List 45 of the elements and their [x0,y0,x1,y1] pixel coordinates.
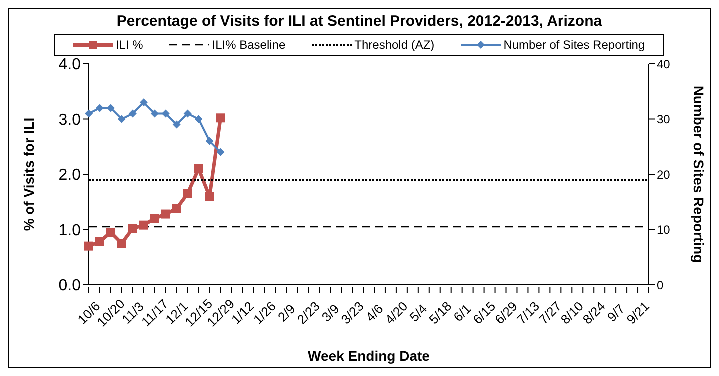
point [206,137,214,146]
point [118,115,126,124]
x-axis-title: Week Ending Date [308,348,430,364]
point [172,120,181,129]
y2-axis-title: Number of Sites Reporting [691,86,708,264]
y2-tick-label: 0 [657,278,664,292]
y-tick-label: 3.0 [58,112,82,129]
point [117,239,126,248]
y-axis-title: % of Visits for ILI [20,118,37,232]
y-tick-label: 1.0 [58,222,82,240]
y2-tick-label: 40 [657,57,671,72]
point [139,220,148,230]
point [216,114,226,123]
legend-label: ILI % [114,38,144,52]
point [172,204,182,214]
point [128,224,138,234]
legend-label: Threshold (AZ) [354,38,435,52]
point [95,237,104,246]
point [184,110,192,118]
point [150,214,160,224]
legend-label: ILI% Baseline [211,38,286,52]
point [183,189,192,198]
point [106,104,115,112]
y-tick-label: 4.0 [58,56,82,74]
point [128,110,137,118]
point [106,228,116,238]
point [205,192,214,202]
point [140,98,148,107]
point [162,110,170,118]
y2-tick-label: 20 [657,168,671,182]
y2-tick-label: 30 [657,112,671,127]
point [216,148,225,156]
point [150,110,159,118]
chart-title: Percentage of Visits for ILI at Sentinel Providers, 2012-2013, Arizona [116,13,604,30]
x-tick-label: 2/9 [274,301,298,325]
point [194,164,204,174]
point [194,115,203,124]
point [161,210,170,219]
y-tick-label: 0.0 [58,278,82,295]
y-tick-label: 2.0 [58,167,82,184]
y2-tick-label: 10 [657,223,671,238]
point [85,110,93,118]
legend-label: Number of Sites Reporting [502,38,646,52]
point [84,242,94,251]
point [96,104,104,112]
